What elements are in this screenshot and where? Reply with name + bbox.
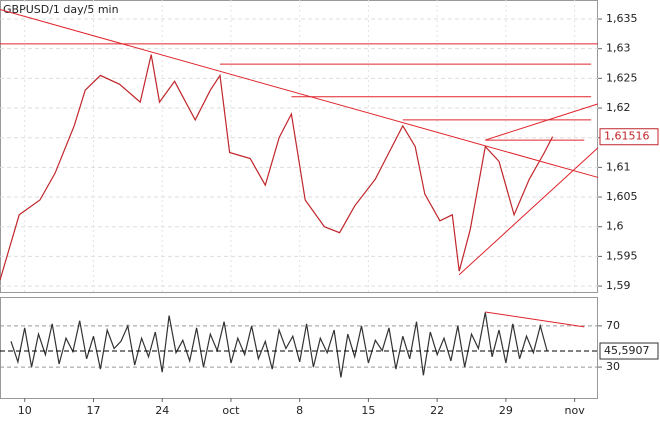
y-tick-label: 70: [606, 319, 620, 332]
last-value-box: [599, 342, 659, 360]
y-tick-label: 1,595: [606, 249, 638, 262]
panel-frame: [0, 297, 598, 399]
y-tick-label: 30: [606, 360, 620, 373]
chart-title: GBPUSD/1 day/5 min: [3, 3, 119, 16]
panel-frame: [0, 0, 598, 293]
x-tick-label: 15: [361, 404, 375, 417]
trend-line: [458, 147, 599, 276]
x-tick-label: 24: [155, 404, 169, 417]
trend-line: [0, 9, 599, 178]
price-line: [0, 54, 554, 281]
y-tick-label: 1,635: [606, 12, 638, 25]
y-tick-label: 1,605: [606, 190, 638, 203]
x-tick-label: 22: [430, 404, 444, 417]
last-value-box: [599, 128, 659, 146]
y-tick-label: 1,59: [606, 279, 631, 292]
y-tick-label: 1,63: [606, 42, 631, 55]
trend-line: [485, 103, 599, 141]
x-tick-label: nov: [565, 404, 586, 417]
last-value-label: 1,61516: [604, 130, 650, 143]
y-tick-label: 1,62: [606, 101, 631, 114]
x-tick-label: oct: [222, 404, 240, 417]
y-tick-label: 1,61: [606, 160, 631, 173]
trend-line: [485, 311, 585, 328]
x-tick-label: 8: [296, 404, 303, 417]
price-line: [10, 312, 548, 378]
x-tick-label: 10: [18, 404, 32, 417]
last-value-label: 45,5907: [604, 344, 650, 357]
x-tick-label: 29: [499, 404, 513, 417]
y-tick-label: 1,625: [606, 71, 638, 84]
y-tick-label: 1,6: [606, 220, 624, 233]
x-tick-label: 17: [86, 404, 100, 417]
